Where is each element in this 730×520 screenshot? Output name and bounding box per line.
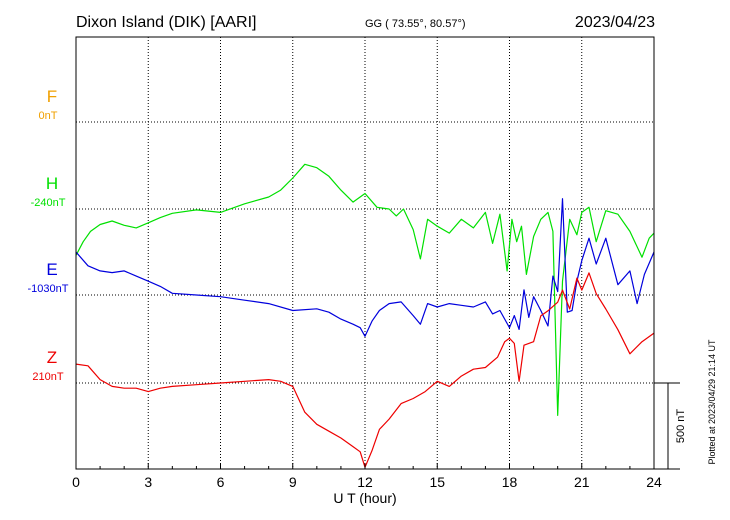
date-label: 2023/04/23: [575, 14, 655, 31]
x-tick-label: 15: [429, 474, 445, 490]
x-tick-label: 9: [289, 474, 297, 490]
series-name-f: F: [47, 87, 57, 106]
x-tick-label: 18: [502, 474, 518, 490]
scale-bar: 500 nT: [654, 382, 687, 470]
x-axis-ticks: 0 3 6 9 12 15 18 21 24: [72, 463, 662, 490]
series-name-h: H: [46, 174, 58, 193]
station-title: Dixon Island (DIK) [AARI]: [76, 14, 257, 31]
x-tick-label: 0: [72, 474, 80, 490]
plotted-at-note: Plotted at 2023/04/29 21:14 UT: [707, 339, 717, 465]
series-baseline-h: -240nT: [31, 197, 66, 209]
x-tick-label: 24: [646, 474, 662, 490]
series-layer: [75, 163, 655, 468]
series-name-z: Z: [47, 348, 57, 367]
scale-bar-label: 500 nT: [675, 409, 687, 444]
series-labels: F 0nT H -240nT E -1030nT Z 210nT: [28, 87, 69, 383]
series-baseline-f: 0nT: [39, 110, 58, 122]
series-line-z: [75, 272, 655, 468]
series-line-e: [75, 198, 655, 337]
series-baseline-e: -1030nT: [28, 283, 69, 295]
series-baseline-z: 210nT: [32, 371, 63, 383]
coordinates-label: GG ( 73.55°, 80.57°): [365, 18, 466, 30]
x-axis-label: U T (hour): [333, 490, 396, 506]
grid-lines: [76, 37, 654, 469]
x-tick-label: 21: [574, 474, 590, 490]
series-name-e: E: [46, 260, 57, 279]
x-tick-label: 12: [357, 474, 373, 490]
x-tick-label: 3: [144, 474, 152, 490]
series-line-h: [75, 163, 655, 416]
x-tick-label: 6: [217, 474, 225, 490]
